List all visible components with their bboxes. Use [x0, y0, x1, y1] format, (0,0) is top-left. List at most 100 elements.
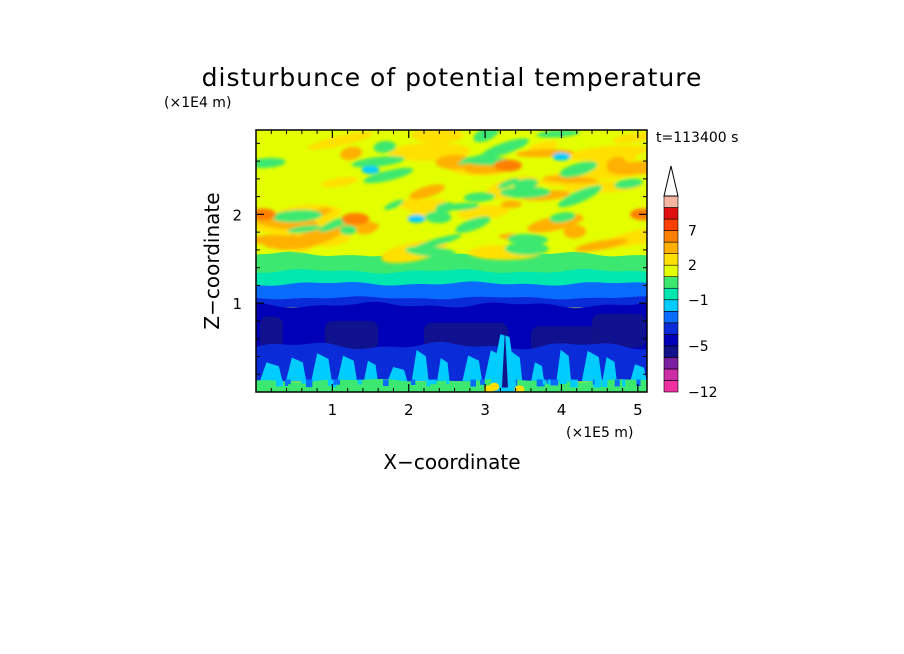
colorbar-label: 7	[688, 224, 697, 240]
field-blob-cyan	[407, 214, 426, 223]
colorbar-cell	[663, 241, 679, 254]
field-speck	[636, 379, 641, 387]
field-speck-yellow	[514, 385, 525, 392]
field-blob-orange	[542, 175, 599, 184]
field-speck	[446, 379, 450, 385]
field-blob-yellow	[320, 176, 358, 188]
field-speck	[614, 379, 620, 387]
field-wave-feature	[488, 334, 518, 392]
field-blob-cyan	[552, 152, 571, 161]
field-upper-layer	[256, 130, 647, 264]
x-tick-label: 3	[480, 401, 490, 419]
field-blob-cyan	[361, 165, 380, 174]
field-plume-cyan	[437, 357, 450, 382]
field-blob-darkorange	[341, 212, 370, 225]
field-streak-green	[351, 156, 405, 168]
field-streak-green	[339, 225, 357, 235]
field-plume-cyan	[556, 349, 572, 382]
time-label: t=113400 s	[656, 130, 738, 146]
field-streak-green	[425, 211, 452, 224]
field-blob-orange	[500, 200, 523, 209]
colorbar-cell	[663, 334, 679, 347]
colorbar-cell	[663, 322, 679, 335]
field-streak-green	[435, 202, 455, 213]
field-streak-green	[271, 209, 323, 223]
field-speck-yellow	[489, 382, 500, 391]
field-blob-darkorange	[494, 159, 523, 172]
field-blob-orange	[288, 224, 347, 249]
x-axis-label: X−coordinate	[383, 450, 520, 474]
colorbar-cell	[663, 207, 679, 220]
field-blob-darkorange	[629, 208, 647, 221]
x-axis: 1 2 3 4 5	[270, 130, 643, 419]
field-patch-navy	[592, 313, 646, 348]
field-blob-orange	[340, 146, 363, 161]
field-speck	[602, 379, 608, 388]
field-streak-green	[614, 178, 643, 189]
colorbar-cell	[663, 287, 679, 301]
y-axis-label: Z−coordinate	[200, 192, 224, 329]
field-speck	[410, 379, 416, 386]
field-plume-cyan	[602, 357, 617, 382]
field-speck	[570, 379, 578, 388]
field-blob-orange	[355, 223, 377, 235]
x-scale-label: (×1E5 m)	[566, 425, 633, 441]
x-tick-label: 2	[404, 401, 414, 419]
field-blob-orange	[574, 238, 628, 252]
field-speck	[275, 379, 283, 387]
colorbar-extend-arrow	[663, 165, 679, 197]
field-streak-green	[549, 212, 576, 223]
y-tick-label: 1	[232, 295, 242, 313]
colorbar-cell	[663, 368, 679, 381]
field-blob-orange	[265, 234, 300, 248]
field-streak-green	[455, 216, 491, 233]
colorbar-cell	[663, 310, 679, 324]
field-plume-cyan	[581, 350, 603, 382]
field-blob-yellow	[612, 131, 647, 144]
field-streak-green	[463, 192, 496, 202]
field-streak-green	[536, 130, 580, 138]
field-plume-cyan	[311, 353, 332, 382]
plot-frame	[255, 129, 648, 393]
field-plume-cyan	[411, 349, 429, 382]
field-streak-green	[558, 185, 603, 208]
field-streak-green	[413, 234, 462, 250]
y-axis: 12	[232, 142, 647, 375]
field-blob-orange	[409, 184, 445, 200]
field-band-lightblue	[256, 281, 647, 302]
field-plume-cyan	[363, 360, 378, 382]
colorbar-cell	[663, 380, 679, 393]
field-speck	[550, 379, 559, 386]
colorbar-label: 2	[688, 258, 697, 274]
field-streak-green	[373, 140, 397, 153]
contour-field	[256, 130, 647, 392]
field-streak-green	[457, 149, 506, 165]
field-speck	[382, 379, 389, 387]
colorbar-cell	[663, 299, 679, 312]
field-streak-green	[559, 161, 598, 178]
colorbar-cell	[663, 357, 679, 370]
field-speck	[470, 379, 476, 387]
field-plume-cyan	[462, 355, 483, 382]
colorbar-cell	[663, 345, 679, 358]
colorbar-label: −12	[688, 385, 718, 401]
field-speck	[301, 379, 307, 384]
field-speck	[333, 379, 341, 385]
colorbar-label: −1	[688, 293, 709, 309]
field-speck	[480, 379, 485, 385]
field-speck	[285, 379, 291, 385]
field-streak-green	[405, 246, 456, 257]
field-streak-green	[507, 233, 549, 245]
field-plume-cyan	[259, 362, 283, 382]
colorbar: −12−5−127	[663, 165, 718, 401]
colorbar-cell	[663, 264, 679, 278]
field-speck	[559, 379, 567, 385]
x-tick-label: 1	[328, 401, 338, 419]
field-speck	[426, 379, 431, 387]
colorbar-label: −5	[688, 339, 709, 355]
field-band-green-upper	[256, 251, 647, 277]
field-patch-navy	[324, 320, 379, 350]
field-speck	[542, 379, 546, 385]
colorbar-cell	[663, 218, 679, 231]
